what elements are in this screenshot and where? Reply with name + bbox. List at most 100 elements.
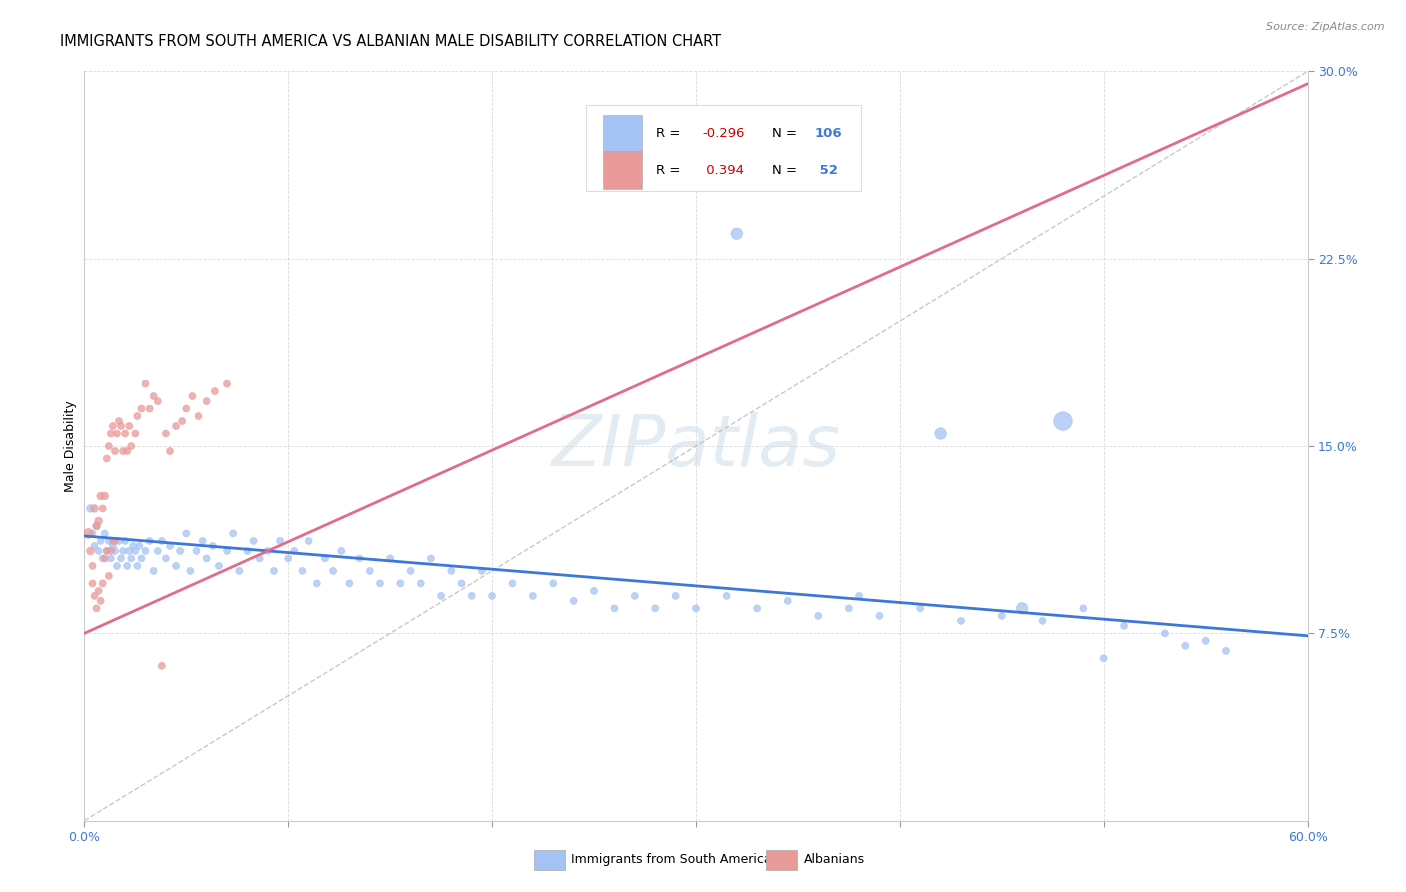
Point [359, 564, 381, 578]
Point [96, 544, 118, 558]
Point [101, 419, 124, 434]
Point [108, 533, 131, 548]
Point [389, 576, 412, 591]
Point [330, 544, 353, 558]
Point [848, 589, 870, 603]
Point [305, 576, 328, 591]
Point [87, 544, 110, 558]
Point [228, 564, 250, 578]
Point [1195, 633, 1218, 648]
Point [380, 551, 402, 566]
Point [127, 558, 149, 573]
Point [725, 227, 748, 241]
Point [104, 444, 127, 458]
Point [124, 544, 146, 558]
Point [93, 551, 115, 566]
Point [257, 544, 280, 558]
Point [114, 426, 136, 441]
Point [1174, 639, 1197, 653]
Point [420, 551, 443, 566]
Point [165, 419, 187, 434]
Point [339, 576, 361, 591]
Point [112, 444, 135, 458]
Point [929, 426, 952, 441]
Point [543, 576, 565, 591]
Point [165, 558, 187, 573]
Point [502, 576, 524, 591]
Point [90, 489, 112, 503]
Point [115, 444, 138, 458]
Point [440, 564, 463, 578]
Text: R =: R = [655, 128, 685, 141]
Y-axis label: Male Disability: Male Disability [65, 401, 77, 491]
Point [181, 389, 204, 403]
Point [201, 539, 224, 553]
Point [249, 551, 271, 566]
Point [91, 501, 114, 516]
Point [83, 589, 105, 603]
Point [155, 551, 177, 566]
Point [747, 601, 769, 615]
Point [522, 589, 544, 603]
Point [217, 376, 239, 391]
Point [603, 601, 626, 615]
Text: Immigrants from South America: Immigrants from South America [571, 854, 772, 866]
Point [263, 564, 285, 578]
Point [146, 394, 169, 409]
Point [138, 401, 160, 416]
Point [624, 589, 647, 603]
Point [291, 564, 314, 578]
Point [685, 601, 707, 615]
Point [115, 558, 138, 573]
Point [79, 544, 101, 558]
Point [665, 589, 688, 603]
Point [146, 544, 169, 558]
Point [179, 564, 201, 578]
Point [471, 564, 494, 578]
Point [87, 514, 110, 528]
Point [174, 526, 197, 541]
Point [298, 533, 321, 548]
Point [269, 533, 291, 548]
Point [187, 409, 209, 423]
Point [110, 419, 132, 434]
Point [450, 576, 472, 591]
Point [195, 394, 218, 409]
Point [101, 533, 124, 548]
Point [409, 576, 432, 591]
Point [97, 439, 120, 453]
Point [481, 589, 503, 603]
Point [807, 608, 830, 623]
Point [869, 608, 891, 623]
Point [101, 539, 124, 553]
Point [97, 569, 120, 583]
Point [155, 426, 177, 441]
Point [120, 439, 142, 453]
Point [195, 551, 218, 566]
Point [96, 451, 118, 466]
Point [135, 376, 157, 391]
Point [159, 539, 181, 553]
Point [349, 551, 371, 566]
Point [142, 564, 165, 578]
Point [142, 389, 165, 403]
Point [314, 551, 336, 566]
Point [87, 583, 110, 598]
Point [174, 401, 197, 416]
Point [208, 558, 231, 573]
Point [150, 533, 173, 548]
FancyBboxPatch shape [603, 152, 643, 189]
Text: N =: N = [772, 128, 801, 141]
Point [104, 544, 127, 558]
Point [138, 533, 160, 548]
Point [100, 544, 122, 558]
Point [97, 533, 120, 548]
Point [112, 544, 135, 558]
Point [114, 533, 136, 548]
Point [838, 601, 860, 615]
Point [322, 564, 344, 578]
Point [1092, 651, 1115, 665]
Point [82, 558, 104, 573]
Point [217, 544, 239, 558]
Point [461, 589, 484, 603]
